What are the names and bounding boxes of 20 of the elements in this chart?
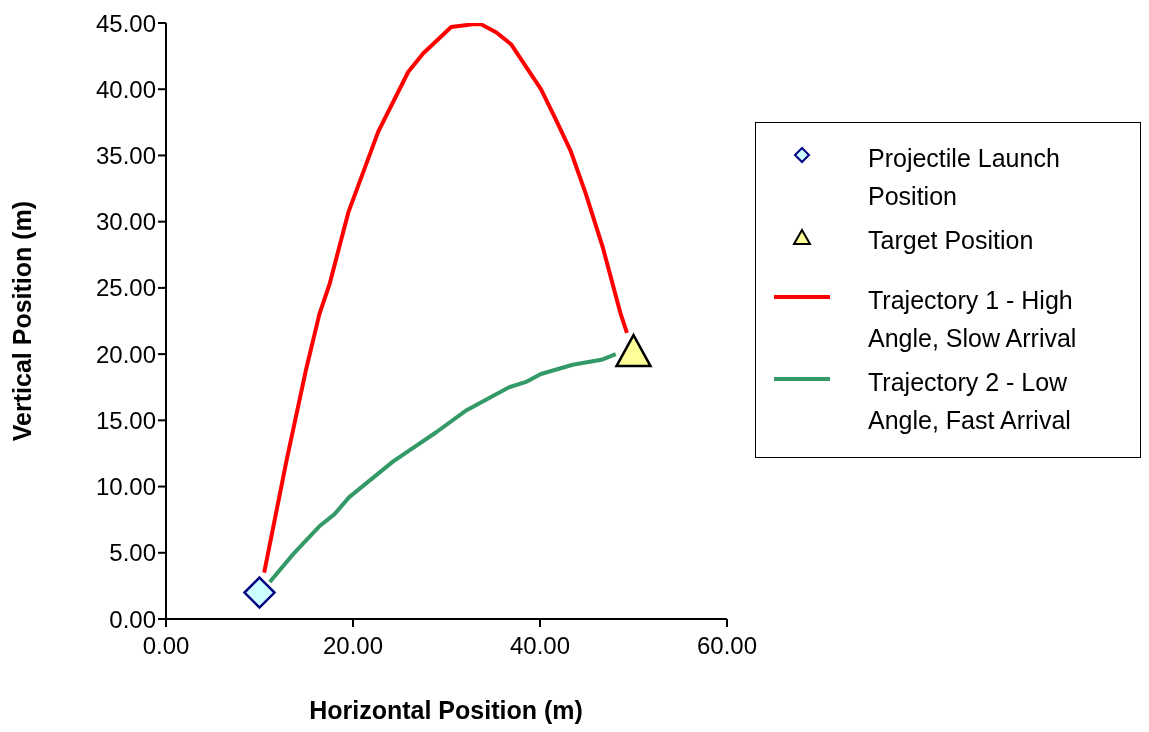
y-axis-title: Vertical Position (m) xyxy=(7,200,36,442)
y-tick-label: 40.00 xyxy=(95,75,156,103)
y-tick-label: 15.00 xyxy=(95,406,156,434)
y-tick-label: 25.00 xyxy=(95,274,156,302)
x-tick-label: 60.00 xyxy=(696,632,758,660)
y-tick-label: 30.00 xyxy=(95,208,156,236)
legend-label: Projectile Launch Position xyxy=(868,143,1061,212)
legend-label: Trajectory 2 - Low Angle, Fast Arrival xyxy=(868,367,1072,436)
x-tick-label: 0.00 xyxy=(142,632,190,660)
y-tick-label: 45.00 xyxy=(95,9,156,37)
y-tick-label: 10.00 xyxy=(95,473,156,501)
x-tick-label: 40.00 xyxy=(509,632,571,660)
legend-label: Target Position xyxy=(868,225,1034,256)
legend-label: Trajectory 1 - High Angle, Slow Arrival xyxy=(868,285,1078,354)
y-tick-label: 5.00 xyxy=(109,539,156,567)
x-tick-label: 20.00 xyxy=(322,632,384,660)
x-axis-title: Horizontal Position (m) xyxy=(308,696,584,725)
y-tick-label: 20.00 xyxy=(95,340,156,368)
y-tick-label: 35.00 xyxy=(95,141,156,169)
y-tick-label: 0.00 xyxy=(109,605,156,633)
